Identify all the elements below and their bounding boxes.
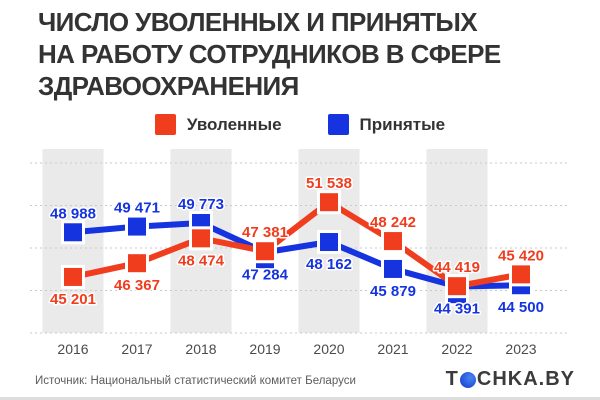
legend-item-hired: Принятые xyxy=(327,114,446,135)
page-title-line-2: НА РАБОТУ СОТРУДНИКОВ В СФЕРЕ xyxy=(38,39,501,69)
page-title-line-1: ЧИСЛО УВОЛЕННЫХ И ПРИНЯТЫХ xyxy=(38,7,478,37)
legend-item-dismissed: Уволенные xyxy=(154,114,282,135)
x-axis-label: 2019 xyxy=(249,341,280,357)
data-point-label: 45 879 xyxy=(370,283,416,300)
chart-legend: Уволенные Принятые xyxy=(0,114,600,135)
x-axis-label: 2018 xyxy=(185,341,216,357)
legend-swatch-hired-icon xyxy=(327,114,349,135)
data-point-marker-dismissed xyxy=(125,251,149,276)
logo-dot-icon xyxy=(459,371,476,388)
legend-label-dismissed: Уволенные xyxy=(186,114,282,134)
tochka-by-logo: T CHKA.BY xyxy=(446,368,575,391)
data-point-marker-hired xyxy=(61,220,85,245)
data-point-label: 49 773 xyxy=(178,196,224,213)
data-point-marker-dismissed xyxy=(253,239,277,264)
data-point-label: 45 420 xyxy=(498,247,544,264)
x-axis-label: 2016 xyxy=(57,341,88,357)
data-point-label: 45 201 xyxy=(50,291,96,308)
data-point-marker-dismissed xyxy=(61,264,85,289)
x-axis-label: 2023 xyxy=(505,341,536,357)
x-axis-label: 2022 xyxy=(441,341,472,357)
data-point-label: 51 538 xyxy=(306,175,352,192)
data-point-label: 48 474 xyxy=(178,252,225,269)
page-title-line-3: ЗДРАВООХРАНЕНИЯ xyxy=(38,71,299,101)
page-title: ЧИСЛО УВОЛЕННЫХ И ПРИНЯТЫХ НА РАБОТУ СОТ… xyxy=(38,6,501,102)
x-axis-label: 2020 xyxy=(313,341,344,357)
data-point-label: 49 471 xyxy=(114,200,160,217)
data-point-marker-hired xyxy=(317,230,341,255)
data-point-label: 46 367 xyxy=(114,277,160,294)
data-point-label: 44 391 xyxy=(434,301,480,318)
data-point-marker-hired xyxy=(125,214,149,239)
data-point-label: 48 242 xyxy=(370,214,416,231)
data-point-label: 47 284 xyxy=(242,266,289,283)
data-point-marker-dismissed xyxy=(445,274,469,299)
data-point-marker-dismissed xyxy=(317,190,341,215)
data-point-label: 48 162 xyxy=(306,256,352,273)
data-point-marker-hired xyxy=(381,256,405,281)
data-point-label: 44 419 xyxy=(434,259,480,276)
legend-label-hired: Принятые xyxy=(359,114,446,134)
x-axis-label: 2021 xyxy=(377,341,408,357)
data-point-label: 44 500 xyxy=(498,299,544,316)
data-point-marker-dismissed xyxy=(381,229,405,254)
data-point-marker-dismissed xyxy=(509,262,533,287)
legend-swatch-dismissed-icon xyxy=(154,114,176,135)
data-point-label: 47 381 xyxy=(242,224,288,241)
data-point-label: 48 988 xyxy=(50,205,96,222)
logo-text-suffix: CHKA.BY xyxy=(476,368,575,390)
bottom-divider xyxy=(0,397,600,400)
logo-text-prefix: T xyxy=(445,368,459,390)
x-axis-label: 2017 xyxy=(121,341,152,357)
source-caption: Источник: Национальный статистический ко… xyxy=(35,375,356,387)
data-point-marker-dismissed xyxy=(189,226,213,251)
